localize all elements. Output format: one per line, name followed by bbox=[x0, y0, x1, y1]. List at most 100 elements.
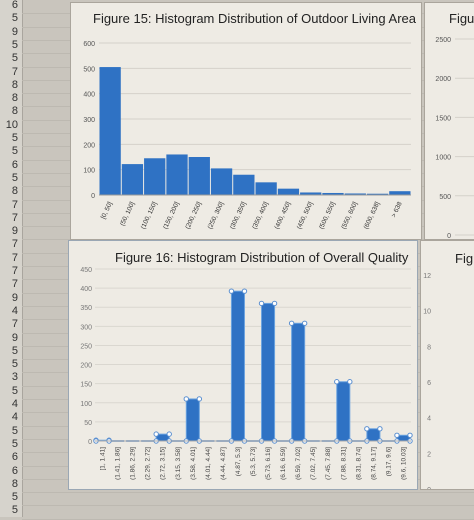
row-number[interactable]: 8 bbox=[11, 105, 18, 118]
row-header-column: 6 5 9 5 5 7 8 8 8 10 5 5 6 5 8 7 7 9 7 7 7 7 9 4 7 9 5 5 3 5 4 4 5 5 6 6 8 5 5 bbox=[0, 0, 23, 517]
chart-16-plot: 0 50 100 150 200 250 300 350 400 450 [1, 1.41] (1.4… bbox=[80, 267, 413, 480]
chart-15-bar bbox=[188, 157, 210, 195]
partial-chart-bottom-ytick-label: 2 bbox=[427, 451, 431, 458]
chart-16-bar-handle bbox=[377, 426, 383, 432]
row-number[interactable]: 5 bbox=[11, 384, 18, 397]
chart-16-bar-handle bbox=[241, 288, 248, 294]
chart-16-xtick-label: (4.87, 5.3] bbox=[235, 447, 242, 476]
row-number[interactable]: 10 bbox=[5, 118, 18, 131]
row-number[interactable]: 7 bbox=[11, 251, 18, 264]
row-number[interactable]: 3 bbox=[11, 371, 18, 384]
partial-chart-bottom-ytick-label: 4 bbox=[427, 416, 431, 423]
partial-chart-top-ytick-label: 0 bbox=[447, 233, 451, 239]
chart-16-xtick-label: (5.73, 6.16] bbox=[265, 447, 272, 480]
partial-chart-top-ytick-label: 2500 bbox=[435, 37, 451, 44]
row-number[interactable]: 5 bbox=[11, 145, 18, 158]
row-number[interactable]: 6 bbox=[11, 158, 18, 171]
chart-15-xtick-label: (250, 300] bbox=[207, 201, 226, 231]
chart-15-xtick-label: (100, 150] bbox=[140, 201, 159, 231]
chart-16-bar-handle bbox=[394, 432, 400, 438]
chart-16-xtick-label: (1.41, 1.86] bbox=[115, 447, 122, 480]
chart-15-bar bbox=[144, 158, 166, 195]
chart-16-xtick-label: (1.86, 2.29] bbox=[130, 447, 137, 480]
chart-15-xtick-label: > 638 bbox=[390, 201, 403, 219]
row-number[interactable]: 6 bbox=[11, 0, 18, 11]
chart-16-xtick-label: [1, 1.41] bbox=[100, 447, 107, 471]
row-number[interactable]: 9 bbox=[11, 331, 18, 344]
chart-15-ytick-label: 600 bbox=[83, 41, 95, 48]
row-number[interactable]: 8 bbox=[11, 92, 18, 105]
chart-16-title: Figure 16: Histogram Distribution of Ove… bbox=[115, 250, 409, 265]
row-number[interactable]: 7 bbox=[11, 198, 18, 211]
partial-chart-bottom-ytick-label: 10 bbox=[423, 309, 431, 316]
row-number[interactable]: 5 bbox=[11, 38, 18, 51]
row-number[interactable]: 4 bbox=[11, 304, 18, 317]
row-number[interactable]: 5 bbox=[11, 344, 18, 357]
row-number[interactable]: 7 bbox=[11, 318, 18, 331]
chart-16-xtick-label: (3.15, 3.58] bbox=[175, 447, 182, 480]
chart-15-bar bbox=[366, 193, 389, 195]
chart-16-ytick-label: 400 bbox=[80, 286, 92, 293]
partial-chart-bottom-title: Fig bbox=[455, 251, 474, 266]
chart-15-bar bbox=[322, 192, 344, 195]
partial-chart-right-top[interactable]: Figur 0 500 1000 1500 2000 2500 bbox=[424, 2, 474, 240]
chart-16-bar-handle bbox=[228, 288, 235, 294]
chart-15-bar bbox=[277, 188, 300, 195]
row-number[interactable]: 7 bbox=[11, 211, 18, 224]
row-number[interactable]: 7 bbox=[11, 65, 18, 78]
row-number[interactable]: 5 bbox=[11, 437, 18, 450]
row-number[interactable]: 5 bbox=[11, 12, 18, 25]
chart-16-xtick-label: (8.74, 9.17] bbox=[370, 447, 377, 480]
chart-15-xtick-label: (600, 638] bbox=[363, 201, 382, 231]
row-number[interactable]: 6 bbox=[11, 451, 18, 464]
row-number[interactable]: 8 bbox=[11, 78, 18, 91]
row-number[interactable]: 9 bbox=[11, 25, 18, 38]
row-number[interactable]: 5 bbox=[11, 52, 18, 65]
row-number[interactable]: 5 bbox=[11, 132, 18, 144]
chart-15-ytick-label: 200 bbox=[83, 142, 95, 149]
chart-16-xtick-label: (6.59, 7.02] bbox=[295, 447, 302, 480]
chart-15-xtick-label: (150, 200] bbox=[162, 201, 181, 231]
row-number[interactable]: 7 bbox=[11, 238, 18, 251]
chart-15-bar bbox=[255, 182, 277, 195]
chart-15-ytick-label: 300 bbox=[83, 117, 95, 124]
row-number[interactable]: 7 bbox=[11, 265, 18, 277]
partial-chart-top-axis: 0 500 1000 1500 2000 2500 bbox=[435, 37, 474, 239]
chart-16-xtick-label: (7.88, 8.31] bbox=[340, 447, 347, 480]
chart-16-ytick-label: 300 bbox=[80, 324, 92, 331]
row-number[interactable]: 6 bbox=[11, 464, 18, 477]
partial-chart-top-ytick-label: 1000 bbox=[435, 155, 451, 162]
outdoor-living-area-chart[interactable]: Figure 15: Histogram Distribution of Out… bbox=[70, 2, 422, 240]
row-number[interactable]: 5 bbox=[11, 424, 18, 437]
row-number[interactable]: 5 bbox=[11, 491, 18, 504]
overall-quality-chart[interactable]: Figure 16: Histogram Distribution of Ove… bbox=[68, 240, 418, 490]
chart-16-ytick-label: 350 bbox=[80, 305, 92, 312]
chart-16-bar bbox=[185, 398, 200, 442]
row-number[interactable]: 5 bbox=[11, 171, 18, 184]
row-number[interactable]: 7 bbox=[11, 278, 18, 291]
chart-15-xtick-label: (450, 500] bbox=[296, 201, 315, 231]
row-number[interactable]: 9 bbox=[11, 225, 18, 238]
chart-16-ytick-label: 100 bbox=[80, 401, 92, 408]
partial-chart-right-bottom[interactable]: Fig 0 2 4 6 8 10 12 bbox=[420, 240, 474, 490]
chart-16-bar-handle bbox=[166, 431, 172, 437]
row-number[interactable]: 9 bbox=[11, 291, 18, 304]
chart-15-xtick-label: (350, 400] bbox=[251, 201, 270, 231]
row-number[interactable]: 5 bbox=[11, 358, 18, 371]
chart-15-xtick-label: (50, 100] bbox=[119, 201, 136, 227]
chart-15-xtick-label: (200, 250] bbox=[184, 201, 203, 231]
row-number[interactable]: 4 bbox=[11, 411, 18, 424]
partial-chart-bottom-ytick-label: 8 bbox=[427, 344, 431, 351]
row-number[interactable]: 5 bbox=[11, 504, 18, 517]
row-number[interactable]: 4 bbox=[11, 398, 18, 410]
chart-16-xtick-label: (3.58, 4.01] bbox=[190, 447, 197, 480]
chart-15-bar bbox=[389, 191, 411, 195]
chart-16-bar-handle bbox=[301, 320, 308, 326]
row-number[interactable]: 8 bbox=[11, 185, 18, 198]
row-number[interactable]: 8 bbox=[11, 477, 18, 490]
chart-15-ytick-label: 100 bbox=[83, 168, 95, 175]
chart-16-xtick-label: (9.17, 9.6] bbox=[385, 447, 392, 476]
chart-16-ytick-label: 50 bbox=[84, 420, 92, 427]
partial-chart-bottom-axis: 0 2 4 6 8 10 12 bbox=[423, 273, 431, 489]
partial-chart-bottom-ytick-label: 6 bbox=[427, 380, 431, 387]
